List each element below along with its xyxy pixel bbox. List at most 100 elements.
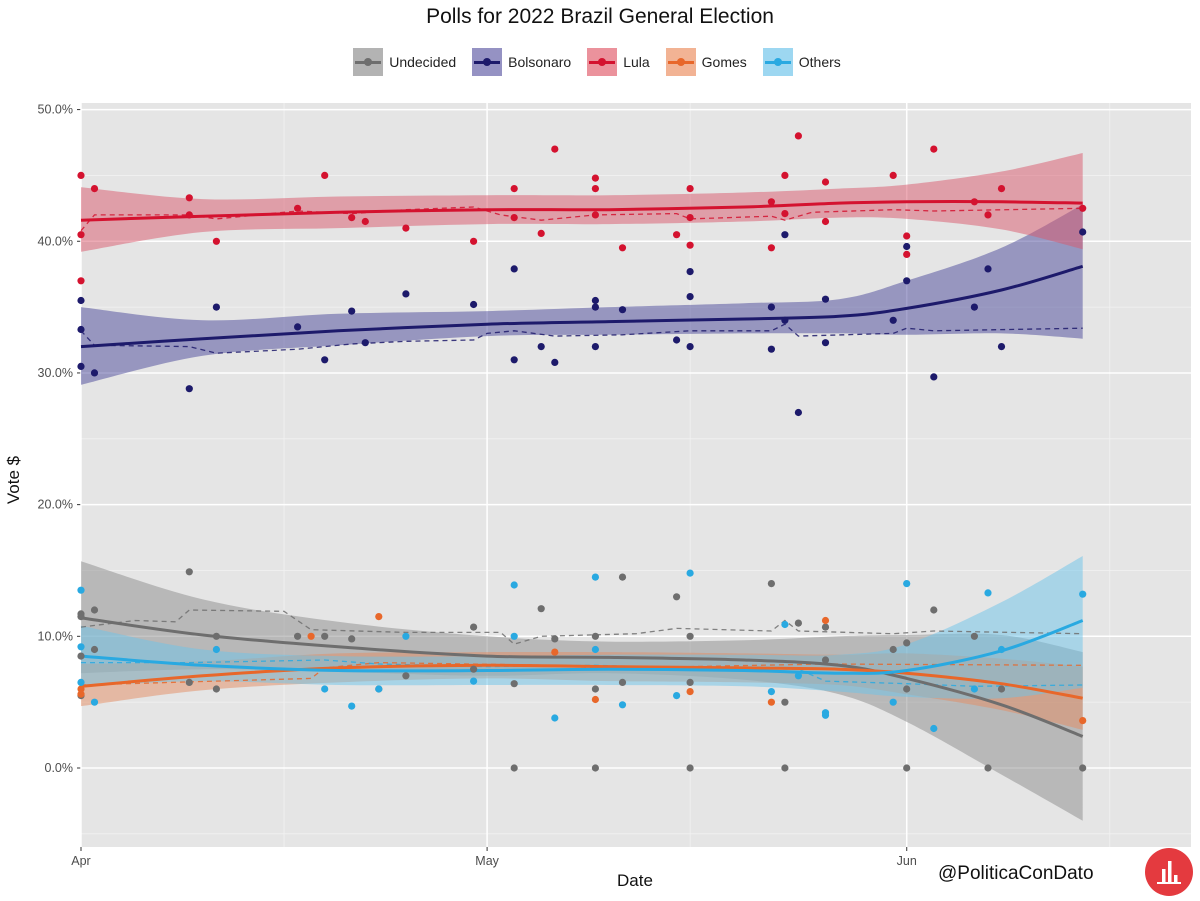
legend-label-lula: Lula (623, 54, 650, 70)
legend-key-gomes (665, 48, 696, 76)
data-point-undecided (821, 623, 830, 631)
data-point-lula (185, 194, 193, 202)
data-point-undecided (618, 573, 627, 581)
data-point-others (970, 685, 979, 693)
data-point-undecided (77, 652, 85, 660)
data-point-others (889, 698, 897, 706)
data-point-undecided (470, 623, 478, 631)
data-point-gomes (591, 695, 600, 704)
legend-item-lula[interactable]: Lula (587, 48, 650, 76)
ci-band-bolsonaro (81, 204, 1083, 385)
data-point-undecided (903, 639, 911, 647)
bar-chart-logo-icon (1145, 848, 1193, 896)
data-point-lula (767, 244, 776, 252)
legend-item-others[interactable]: Others (762, 48, 841, 76)
data-point-bolsonaro (821, 295, 830, 303)
chart-title: Polls for 2022 Brazil General Election (426, 5, 774, 28)
data-point-bolsonaro (686, 343, 694, 351)
data-point-undecided (510, 680, 518, 688)
data-point-undecided (781, 698, 789, 706)
legend-key-bolsonaro (472, 48, 503, 76)
data-point-lula (551, 145, 559, 153)
data-point-gomes (821, 616, 830, 625)
legend-item-undecided[interactable]: Undecided (353, 48, 456, 76)
data-point-undecided (212, 632, 220, 640)
data-point-lula (591, 185, 600, 193)
data-point-undecided (686, 678, 694, 687)
data-point-others (212, 645, 220, 654)
data-point-lula (997, 185, 1006, 193)
ci-band-others (81, 556, 1083, 699)
data-point-undecided (794, 619, 803, 627)
legend-item-gomes[interactable]: Gomes (665, 48, 747, 76)
y-tick-label: 20.0% (38, 498, 73, 512)
x-axis-title: Date (617, 871, 653, 890)
data-point-lula (591, 211, 600, 219)
data-point-lula (90, 185, 99, 193)
data-point-bolsonaro (510, 265, 518, 273)
data-point-others (77, 678, 85, 687)
data-point-others (470, 677, 478, 685)
data-point-bolsonaro (77, 296, 85, 305)
ci-band-lula (81, 153, 1083, 252)
data-point-bolsonaro (821, 339, 830, 347)
data-point-bolsonaro (591, 303, 600, 311)
data-point-undecided (781, 764, 789, 772)
data-point-bolsonaro (321, 356, 329, 364)
data-point-lula (903, 250, 911, 258)
data-point-undecided (348, 635, 356, 643)
data-point-undecided (997, 685, 1006, 693)
data-point-undecided (591, 685, 600, 693)
data-point-undecided (970, 632, 979, 640)
data-point-undecided (321, 632, 329, 640)
data-point-bolsonaro (781, 316, 789, 324)
y-tick-label: 40.0% (38, 234, 73, 248)
moving-avg-line-undecided (80, 609, 1083, 645)
data-point-gomes (77, 685, 85, 693)
data-point-others (591, 573, 600, 581)
data-point-others (618, 701, 627, 709)
data-point-others (794, 672, 803, 680)
data-point-bolsonaro (185, 385, 193, 393)
data-point-bolsonaro (537, 343, 545, 351)
watermark-handle: @PoliticaConDato (938, 863, 1094, 884)
data-point-lula (781, 171, 789, 179)
data-point-undecided (903, 685, 911, 693)
data-point-others (781, 620, 789, 629)
legend-item-bolsonaro[interactable]: Bolsonaro (472, 48, 571, 76)
data-point-lula (510, 185, 518, 193)
data-point-undecided (77, 613, 85, 621)
data-point-undecided (767, 580, 776, 588)
trend-line-lula (80, 200, 1083, 222)
data-point-lula (930, 145, 938, 153)
data-point-bolsonaro (767, 303, 776, 311)
data-point-lula (77, 277, 85, 285)
legend-label-bolsonaro: Bolsonaro (508, 54, 572, 70)
data-point-lula (77, 231, 85, 239)
data-point-bolsonaro (673, 336, 681, 344)
data-point-lula (794, 132, 803, 140)
data-point-undecided (402, 672, 410, 680)
data-point-lula (348, 214, 356, 222)
data-point-undecided (510, 764, 518, 772)
data-point-bolsonaro (781, 231, 789, 239)
legend: Undecided Bolsonaro Lula Gomes Others (0, 48, 1200, 76)
data-point-undecided (294, 632, 302, 640)
data-point-bolsonaro (889, 316, 897, 324)
legend-label-others: Others (798, 54, 841, 70)
data-point-lula (591, 174, 600, 182)
data-point-others (402, 632, 410, 640)
data-point-lula (686, 214, 694, 222)
data-point-undecided (591, 764, 600, 772)
data-point-lula (618, 244, 627, 252)
data-point-bolsonaro (212, 303, 220, 311)
data-point-bolsonaro (591, 296, 600, 305)
data-point-gomes (767, 698, 776, 706)
y-axis-title: Vote $ (4, 455, 24, 505)
data-point-lula (821, 178, 830, 186)
data-point-others (591, 645, 600, 654)
data-point-bolsonaro (591, 343, 600, 351)
data-point-undecided (90, 645, 99, 654)
data-point-others (375, 685, 383, 693)
